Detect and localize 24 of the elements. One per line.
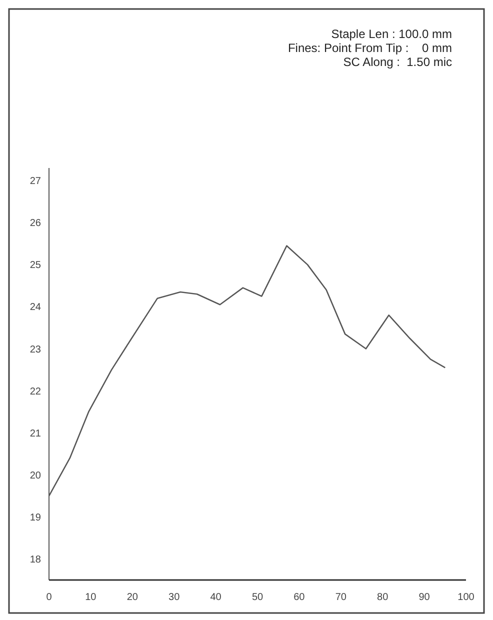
- x-tick-label: 90: [418, 592, 430, 603]
- y-tick-label: 20: [30, 470, 42, 482]
- x-tick-label: 40: [210, 592, 222, 603]
- y-tick-label: 22: [30, 386, 42, 398]
- x-tick-label: 20: [126, 592, 138, 603]
- x-tick-label: 50: [252, 592, 264, 603]
- y-tick-label: 25: [30, 260, 42, 272]
- x-tick-label: 10: [85, 592, 97, 603]
- x-tick-label: 70: [335, 592, 347, 603]
- text: Fines: Point From Tip : 0 mm: [288, 41, 452, 55]
- x-tick-label: 100: [458, 592, 475, 603]
- x-tick-label: 60: [294, 592, 306, 603]
- y-tick-label: 24: [30, 302, 42, 314]
- y-tick-label: 27: [30, 176, 42, 188]
- x-tick-label: 80: [377, 592, 389, 603]
- text: SC Along : 1.50 mic: [343, 55, 452, 69]
- y-tick-label: 18: [30, 554, 42, 566]
- y-tick-label: 21: [30, 428, 42, 440]
- y-tick-label: 26: [30, 218, 42, 230]
- y-tick-label: 23: [30, 344, 42, 356]
- text: Staple Len : 100.0 mm: [331, 27, 452, 41]
- y-tick-label: 19: [30, 512, 42, 524]
- x-tick-label: 30: [168, 592, 180, 603]
- x-tick-label: 0: [46, 592, 52, 603]
